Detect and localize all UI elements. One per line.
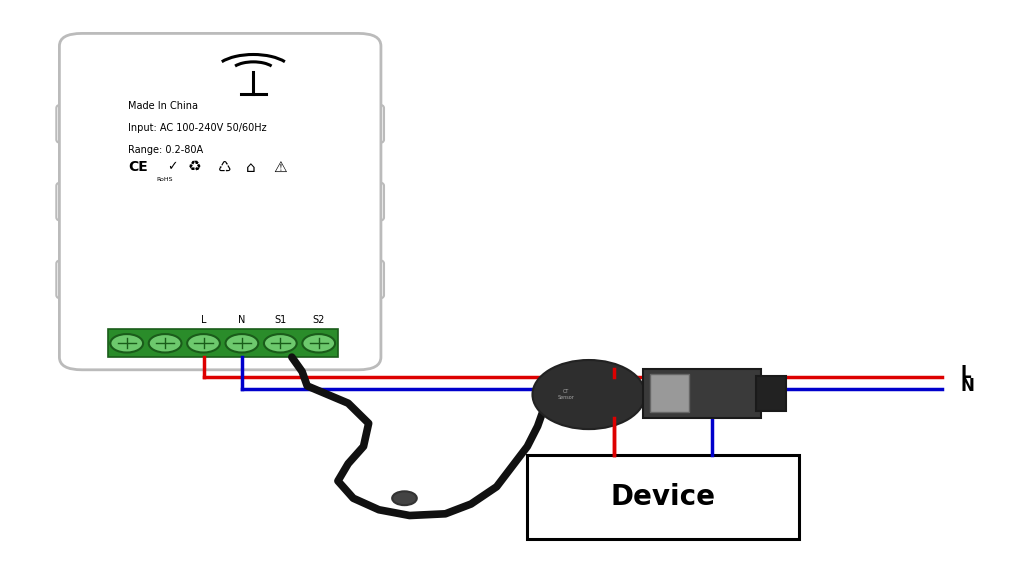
FancyBboxPatch shape xyxy=(56,182,91,221)
Text: S2: S2 xyxy=(312,315,325,325)
Text: N: N xyxy=(961,377,975,395)
FancyBboxPatch shape xyxy=(349,260,384,298)
Text: ✓: ✓ xyxy=(167,161,177,173)
Text: ♻: ♻ xyxy=(187,160,201,175)
Text: S1: S1 xyxy=(274,315,287,325)
Circle shape xyxy=(225,334,258,353)
Circle shape xyxy=(187,334,220,353)
Circle shape xyxy=(302,334,335,353)
FancyBboxPatch shape xyxy=(56,260,91,298)
Bar xyxy=(643,369,761,418)
Text: Made In China: Made In China xyxy=(128,101,198,111)
Text: ⌂: ⌂ xyxy=(246,160,255,175)
FancyBboxPatch shape xyxy=(56,105,91,143)
Circle shape xyxy=(111,334,143,353)
Bar xyxy=(108,329,338,357)
Text: Range: 0.2-80A: Range: 0.2-80A xyxy=(128,145,203,154)
Text: Input: AC 100-240V 50/60Hz: Input: AC 100-240V 50/60Hz xyxy=(128,123,266,132)
Circle shape xyxy=(264,334,297,353)
Text: L: L xyxy=(961,364,971,382)
Text: N: N xyxy=(239,315,246,325)
Circle shape xyxy=(392,491,417,505)
Ellipse shape xyxy=(532,360,645,429)
Text: ⚠: ⚠ xyxy=(273,160,287,175)
Text: ♺: ♺ xyxy=(218,160,231,175)
FancyBboxPatch shape xyxy=(349,182,384,221)
Bar xyxy=(756,376,786,411)
Text: CE: CE xyxy=(128,160,147,174)
Bar xyxy=(527,455,799,539)
Text: L: L xyxy=(201,315,206,325)
Text: RoHS: RoHS xyxy=(157,177,173,182)
Circle shape xyxy=(148,334,181,353)
FancyBboxPatch shape xyxy=(349,105,384,143)
FancyBboxPatch shape xyxy=(59,33,381,370)
Bar xyxy=(650,374,689,412)
Text: Device: Device xyxy=(610,483,716,511)
Text: CT
Sensor: CT Sensor xyxy=(558,389,574,400)
